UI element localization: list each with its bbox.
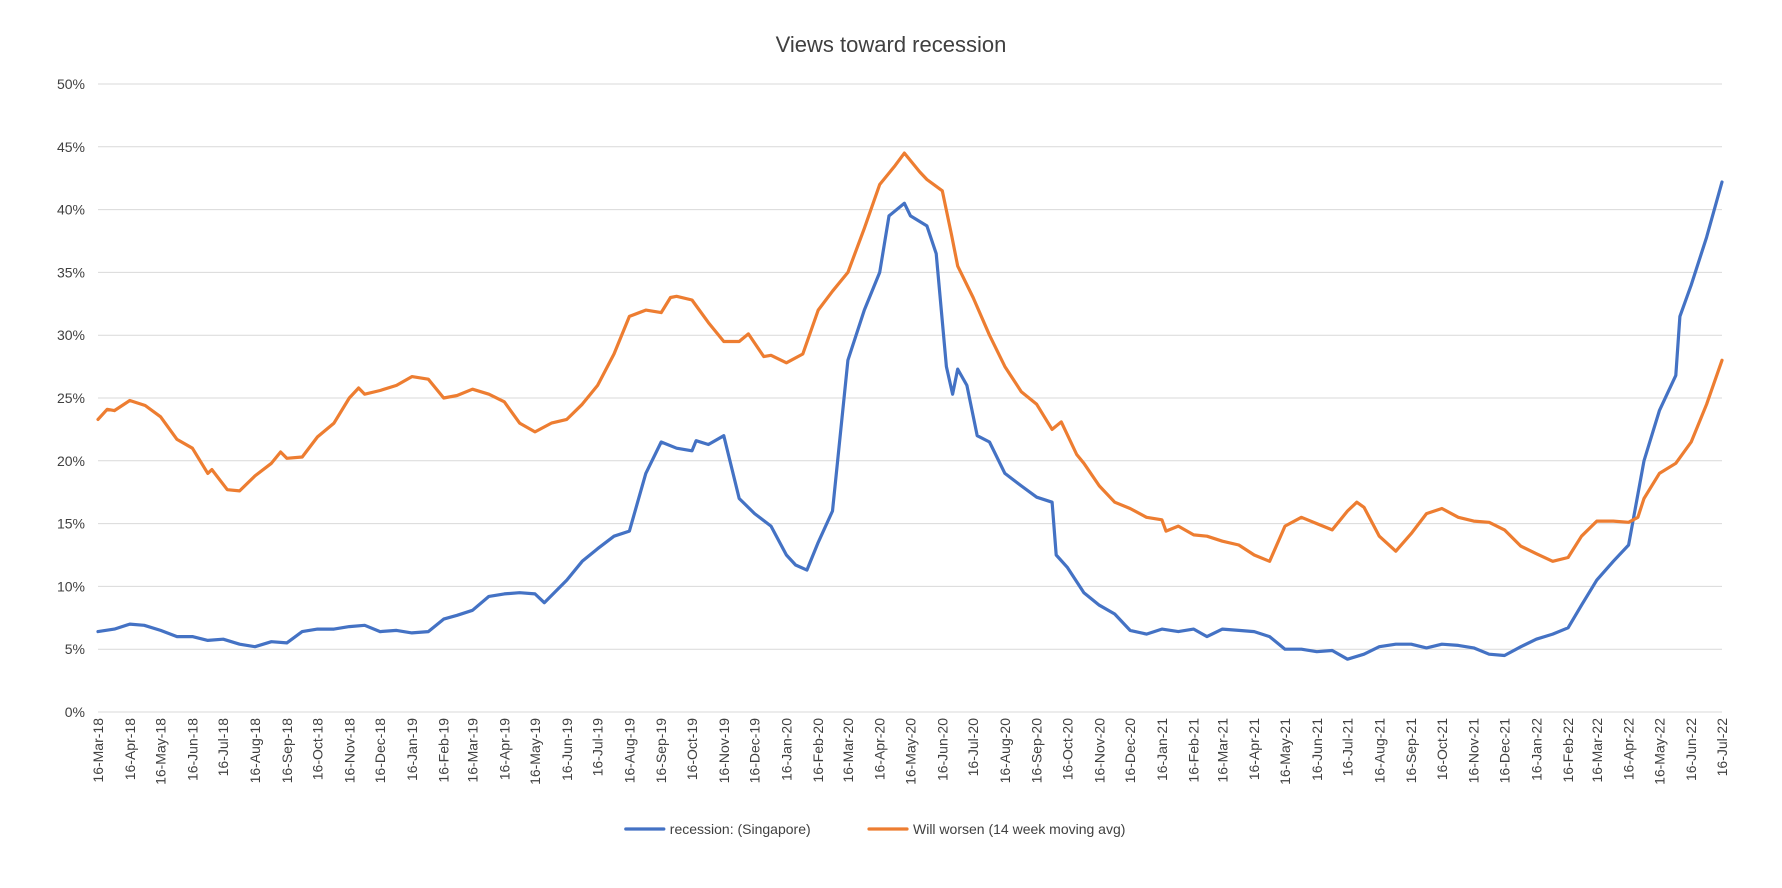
x-tick-label: 16-Aug-18 — [247, 718, 263, 784]
x-tick-label: 16-Aug-21 — [1371, 718, 1387, 784]
legend: recession: (Singapore) Will worsen (14 we… — [624, 821, 1125, 837]
x-tick-label: 16-May-19 — [527, 718, 543, 785]
x-axis-ticks: 16-Mar-18 16-Apr-18 16-May-18 16-Jun-18 16-J… — [90, 718, 1730, 785]
x-tick-label: 16-May-22 — [1651, 718, 1667, 785]
x-tick-label: 16-Jan-22 — [1528, 718, 1544, 781]
x-tick-label: 16-May-20 — [903, 718, 919, 785]
x-tick-label: 16-Apr-22 — [1621, 718, 1637, 780]
y-tick-label: 25% — [57, 390, 85, 406]
x-tick-label: 16-Apr-21 — [1246, 718, 1262, 780]
x-tick-label: 16-Mar-18 — [90, 718, 106, 783]
x-tick-label: 16-Dec-18 — [372, 718, 388, 784]
x-tick-label: 16-Jun-19 — [559, 718, 575, 781]
x-tick-label: 16-Jun-20 — [934, 718, 950, 781]
x-tick-label: 16-Dec-20 — [1122, 718, 1138, 784]
y-tick-label: 10% — [57, 578, 85, 594]
x-tick-label: 16-Nov-21 — [1466, 718, 1482, 784]
x-tick-label: 16-Feb-22 — [1560, 718, 1576, 783]
x-tick-label: 16-Jul-20 — [965, 718, 981, 777]
x-tick-label: 16-Feb-21 — [1186, 718, 1202, 783]
x-tick-label: 16-Mar-22 — [1589, 718, 1605, 783]
x-tick-label: 16-Oct-21 — [1434, 718, 1450, 780]
x-tick-label: 16-Mar-21 — [1214, 718, 1230, 783]
x-tick-label: 16-Apr-18 — [122, 718, 138, 780]
x-tick-label: 16-Jan-19 — [404, 718, 420, 781]
x-tick-label: 16-Mar-19 — [464, 718, 480, 783]
series-line-1 — [96, 180, 1724, 661]
x-tick-label: 16-Sep-19 — [653, 718, 669, 784]
x-tick-label: 16-May-21 — [1277, 718, 1293, 785]
x-tick-label: 16-Jun-22 — [1683, 718, 1699, 781]
x-tick-label: 16-Jul-22 — [1714, 718, 1730, 777]
x-tick-label: 16-Oct-18 — [310, 718, 326, 780]
x-tick-label: 16-Dec-19 — [747, 718, 763, 784]
x-tick-label: 16-Jul-18 — [215, 718, 231, 777]
x-tick-label: 16-Aug-19 — [621, 718, 637, 784]
x-tick-label: 16-Apr-19 — [496, 718, 512, 780]
y-axis-ticks: 0% 5% 10% 15% 20% 25% 30% 35% 40% 45% 50% — [57, 76, 85, 720]
x-tick-label: 16-May-18 — [153, 718, 169, 785]
x-tick-label: 16-Jul-19 — [590, 718, 606, 777]
series-line-2 — [96, 151, 1724, 563]
legend-label-2: Will worsen (14 week moving avg) — [913, 821, 1125, 837]
x-tick-label: 16-Aug-20 — [997, 718, 1013, 784]
x-tick-label: 16-Jul-21 — [1340, 718, 1356, 777]
y-tick-label: 40% — [57, 202, 85, 218]
legend-label-1: recession: (Singapore) — [670, 821, 811, 837]
y-tick-label: 20% — [57, 453, 85, 469]
x-tick-label: 16-Sep-20 — [1029, 718, 1045, 784]
x-tick-label: 16-Nov-18 — [341, 718, 357, 784]
x-tick-label: 16-Jan-21 — [1154, 718, 1170, 781]
gridlines — [98, 83, 1722, 713]
x-tick-label: 16-Oct-19 — [684, 718, 700, 780]
y-tick-label: 0% — [65, 704, 85, 720]
y-tick-label: 30% — [57, 327, 85, 343]
x-tick-label: 16-Jun-21 — [1309, 718, 1325, 781]
y-tick-label: 15% — [57, 516, 85, 532]
x-tick-label: 16-Jan-20 — [778, 718, 794, 781]
x-tick-label: 16-Oct-20 — [1059, 718, 1075, 780]
series-lines — [96, 151, 1724, 661]
x-tick-label: 16-Sep-21 — [1403, 718, 1419, 784]
x-tick-label: 16-Dec-21 — [1497, 718, 1513, 784]
chart-title: Views toward recession — [776, 32, 1007, 57]
x-tick-label: 16-Nov-20 — [1091, 718, 1107, 784]
x-tick-label: 16-Feb-19 — [436, 718, 452, 783]
y-tick-label: 50% — [57, 76, 85, 92]
x-tick-label: 16-Apr-20 — [872, 718, 888, 780]
x-tick-label: 16-Mar-20 — [840, 718, 856, 783]
x-tick-label: 16-Nov-19 — [716, 718, 732, 784]
x-tick-label: 16-Jun-18 — [184, 718, 200, 781]
y-tick-label: 35% — [57, 264, 85, 280]
x-tick-label: 16-Sep-18 — [279, 718, 295, 784]
y-tick-label: 5% — [65, 641, 85, 657]
x-tick-label: 16-Feb-20 — [810, 718, 826, 783]
y-tick-label: 45% — [57, 139, 85, 155]
